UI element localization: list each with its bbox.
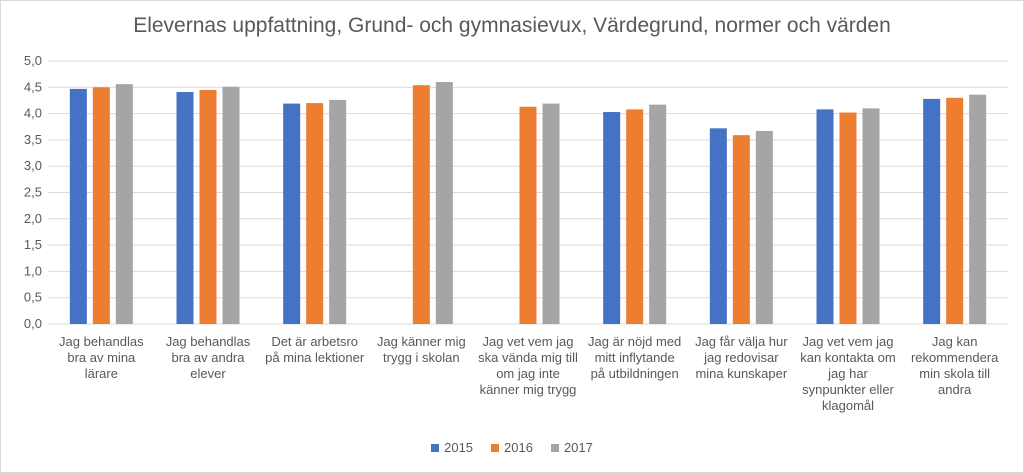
y-tick-label: 4,0 — [24, 106, 42, 121]
x-axis-labels: Jag behandlas bra av mina lärare Jag behand… — [59, 334, 999, 413]
x-category-label: Det är arbetsro på mina lektioner — [265, 334, 365, 365]
bar-2017-5 — [542, 103, 560, 324]
bar-2017-6 — [649, 104, 667, 325]
legend-item-2015: 2015 — [431, 440, 473, 455]
bar-2016-4 — [412, 85, 430, 324]
x-category-label: Jag vet vem jag kan kontakta om jag har syn… — [800, 334, 895, 413]
bar-2017-1 — [115, 84, 133, 324]
bar-2016-9 — [946, 97, 964, 324]
legend-item-2017: 2017 — [550, 440, 593, 455]
x-category-label: Jag behandlas bra av mina lärare — [59, 334, 144, 381]
y-tick-label: 4,5 — [24, 79, 42, 94]
legend-swatch — [491, 443, 500, 452]
bar-2015-1 — [69, 88, 87, 325]
chart-title: Elevernas uppfattning, Grund- och gymnas… — [133, 14, 891, 37]
bars — [69, 82, 987, 325]
legend-label: 2015 — [444, 440, 474, 455]
bar-2016-1 — [92, 87, 110, 324]
bar-2015-7 — [709, 128, 727, 324]
bar-2015-3 — [283, 103, 301, 324]
legend-label: 2016 — [504, 440, 533, 455]
x-category-label: Jag känner mig trygg i skolan — [377, 334, 466, 365]
y-tick-label: 1,0 — [24, 263, 42, 278]
legend-swatch — [550, 443, 559, 452]
y-tick-label: 3,0 — [24, 158, 42, 173]
legend-item-2016: 2016 — [491, 440, 533, 455]
bar-2016-6 — [626, 109, 644, 324]
bar-2017-8 — [862, 108, 880, 324]
y-tick-label: 0,5 — [24, 290, 42, 305]
x-category-label: Jag behandlas bra av andra elever — [166, 334, 251, 381]
y-tick-label: 0,0 — [24, 316, 42, 331]
y-axis-ticks: 0,0 0,5 1,0 1,5 2,0 2,5 3,0 3,5 4,0 4,5 5,0 — [24, 53, 42, 331]
bar-2017-3 — [329, 99, 347, 324]
legend-label: 2017 — [563, 440, 593, 455]
bar-2016-7 — [732, 135, 750, 324]
bar-2015-9 — [923, 98, 941, 324]
bar-2016-2 — [199, 89, 217, 325]
x-category-label: Jag är nöjd med mitt inflytande på utbildn… — [588, 334, 681, 381]
x-category-label: Jag vet vem jag ska vända mig till om jag … — [478, 334, 578, 397]
bar-2017-9 — [969, 94, 987, 324]
x-category-label: Jag kan rekommendera min skola till andra — [911, 334, 999, 397]
legend-swatch — [431, 443, 440, 452]
bar-2015-2 — [176, 92, 194, 324]
x-category-label: Jag får välja hur jag redovisar mina kunsk… — [695, 334, 788, 381]
bar-2015-6 — [603, 112, 621, 324]
bar-2017-4 — [435, 82, 453, 324]
bar-2017-2 — [222, 86, 240, 324]
bar-2016-8 — [839, 112, 857, 324]
bar-2017-7 — [755, 130, 773, 324]
y-tick-label: 2,5 — [24, 185, 42, 200]
y-tick-label: 3,5 — [24, 132, 42, 147]
y-tick-label: 5,0 — [24, 53, 42, 68]
y-tick-label: 2,0 — [24, 211, 42, 226]
bar-2016-5 — [519, 106, 537, 325]
bar-2015-8 — [816, 109, 834, 324]
legend: 2015 2016 2017 — [0, 440, 1024, 455]
y-tick-label: 1,5 — [24, 237, 42, 252]
bar-2016-3 — [306, 103, 324, 324]
